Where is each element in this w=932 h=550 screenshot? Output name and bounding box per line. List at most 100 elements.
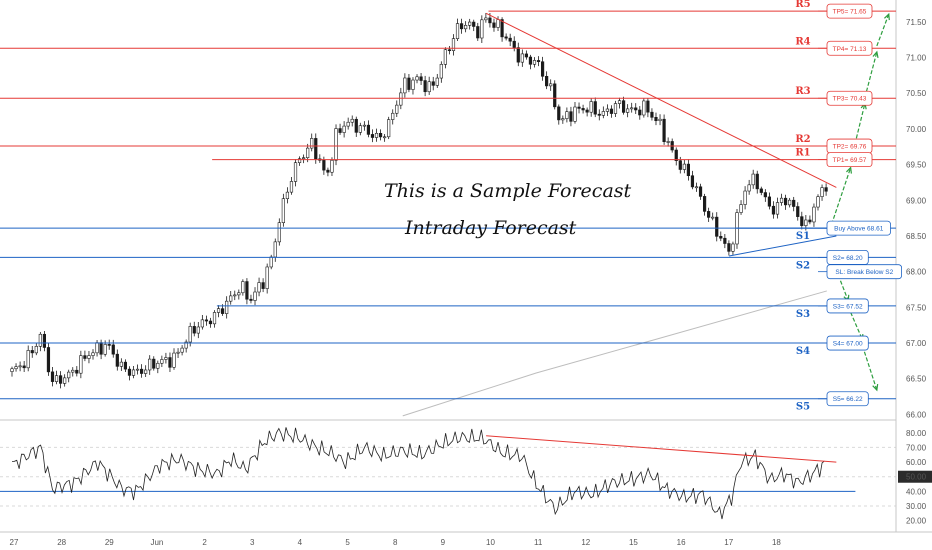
target-label-text: S4= 67.00 <box>833 341 863 348</box>
level-label-r3: R3 <box>795 86 810 97</box>
candle <box>293 159 298 187</box>
candle <box>338 123 342 135</box>
oscillator-tick-label: 30.00 <box>906 502 927 511</box>
candle-body <box>71 369 75 373</box>
forecast-annotation-2: Intraday Forecast <box>405 217 577 239</box>
candle <box>520 49 524 67</box>
candle-body <box>306 147 310 159</box>
candle <box>411 77 415 95</box>
candle <box>455 18 460 41</box>
candle-body <box>427 81 431 93</box>
candle <box>261 278 265 293</box>
candle <box>480 15 484 43</box>
candle-body <box>666 141 670 143</box>
candle-body <box>690 175 695 188</box>
candle-body <box>553 83 557 108</box>
candle <box>707 207 711 222</box>
candle <box>516 42 520 67</box>
candle-body <box>727 243 731 252</box>
candle <box>577 102 581 114</box>
candle-body <box>115 353 119 367</box>
candle <box>435 73 439 88</box>
candle-body <box>516 47 520 63</box>
candle-body <box>148 358 152 371</box>
candle-body <box>265 266 269 289</box>
time-axis-labels: 27 28 29 Jun 2 3 4 5 8 9 10 11 12 15 16 17 18 <box>10 538 782 547</box>
candle <box>257 277 261 297</box>
candle-body <box>257 282 261 293</box>
candle <box>281 193 285 227</box>
candle-body <box>14 366 18 370</box>
candle <box>727 240 731 256</box>
candle <box>702 193 707 216</box>
candle <box>593 97 597 118</box>
candle-body <box>95 342 99 354</box>
candle <box>407 73 411 93</box>
candle-body <box>577 106 581 109</box>
candle <box>148 355 152 375</box>
candle-body <box>626 108 630 113</box>
time-tick-label: 29 <box>105 538 114 547</box>
candle-body <box>160 359 164 364</box>
candle <box>135 364 140 375</box>
candle-body <box>792 199 796 207</box>
candle <box>589 98 593 117</box>
candle <box>650 108 654 121</box>
candle <box>682 159 686 174</box>
candle-body <box>788 199 792 206</box>
time-tick-label: 4 <box>298 538 303 547</box>
candle <box>334 124 338 166</box>
candle <box>581 104 585 114</box>
candle <box>601 106 605 119</box>
candle <box>265 263 269 294</box>
candle-body <box>237 292 241 296</box>
candle-body <box>520 53 524 63</box>
candle-body <box>338 128 342 133</box>
candle <box>306 143 310 163</box>
candle-body <box>212 312 217 325</box>
candle-body <box>415 76 419 81</box>
candle-body <box>767 196 771 207</box>
candle-body <box>297 158 302 163</box>
candle <box>621 96 626 115</box>
price-tick-label: 71.50 <box>906 18 927 27</box>
candle-body <box>59 375 63 384</box>
candle-body <box>131 369 136 376</box>
price-tick-label: 67.00 <box>906 339 927 348</box>
candle-body <box>569 111 573 122</box>
candle-body <box>387 119 391 138</box>
oscillator-tick-label: 80.00 <box>906 429 927 438</box>
price-tick-label: 66.00 <box>906 410 927 419</box>
candle-body <box>233 294 237 297</box>
oscillator-tick-label: 70.00 <box>906 443 927 452</box>
candle-body <box>350 118 354 123</box>
target-label: Buy Above 68.61 <box>818 220 891 236</box>
candle <box>743 186 747 210</box>
candle-body <box>119 361 123 367</box>
candle <box>34 342 38 356</box>
time-tick-label: 17 <box>724 538 733 547</box>
candle <box>686 159 690 181</box>
candle <box>156 360 160 374</box>
forecast-up-arrow <box>864 50 879 98</box>
candle <box>666 137 670 147</box>
price-tick-label: 69.50 <box>906 161 927 170</box>
candle-body <box>216 308 221 313</box>
target-labels-layer: TP5= 71.65 TP4= 71.13 TP3= 70.43 TP2= 69.76… <box>818 3 902 407</box>
trendlines-layer <box>485 12 837 257</box>
candle <box>237 289 241 300</box>
candle <box>630 102 634 113</box>
candle <box>735 209 739 249</box>
target-label-box <box>826 335 869 351</box>
target-label-text: TP2= 69.76 <box>833 144 867 151</box>
candle-body <box>107 344 111 346</box>
candle-body <box>682 163 686 170</box>
candle-body <box>293 162 298 182</box>
candle-body <box>759 188 763 193</box>
candle <box>783 194 788 210</box>
candle <box>419 72 423 85</box>
candle-body <box>285 191 290 200</box>
candle <box>26 345 30 372</box>
candle <box>249 294 253 304</box>
candle <box>67 369 71 383</box>
